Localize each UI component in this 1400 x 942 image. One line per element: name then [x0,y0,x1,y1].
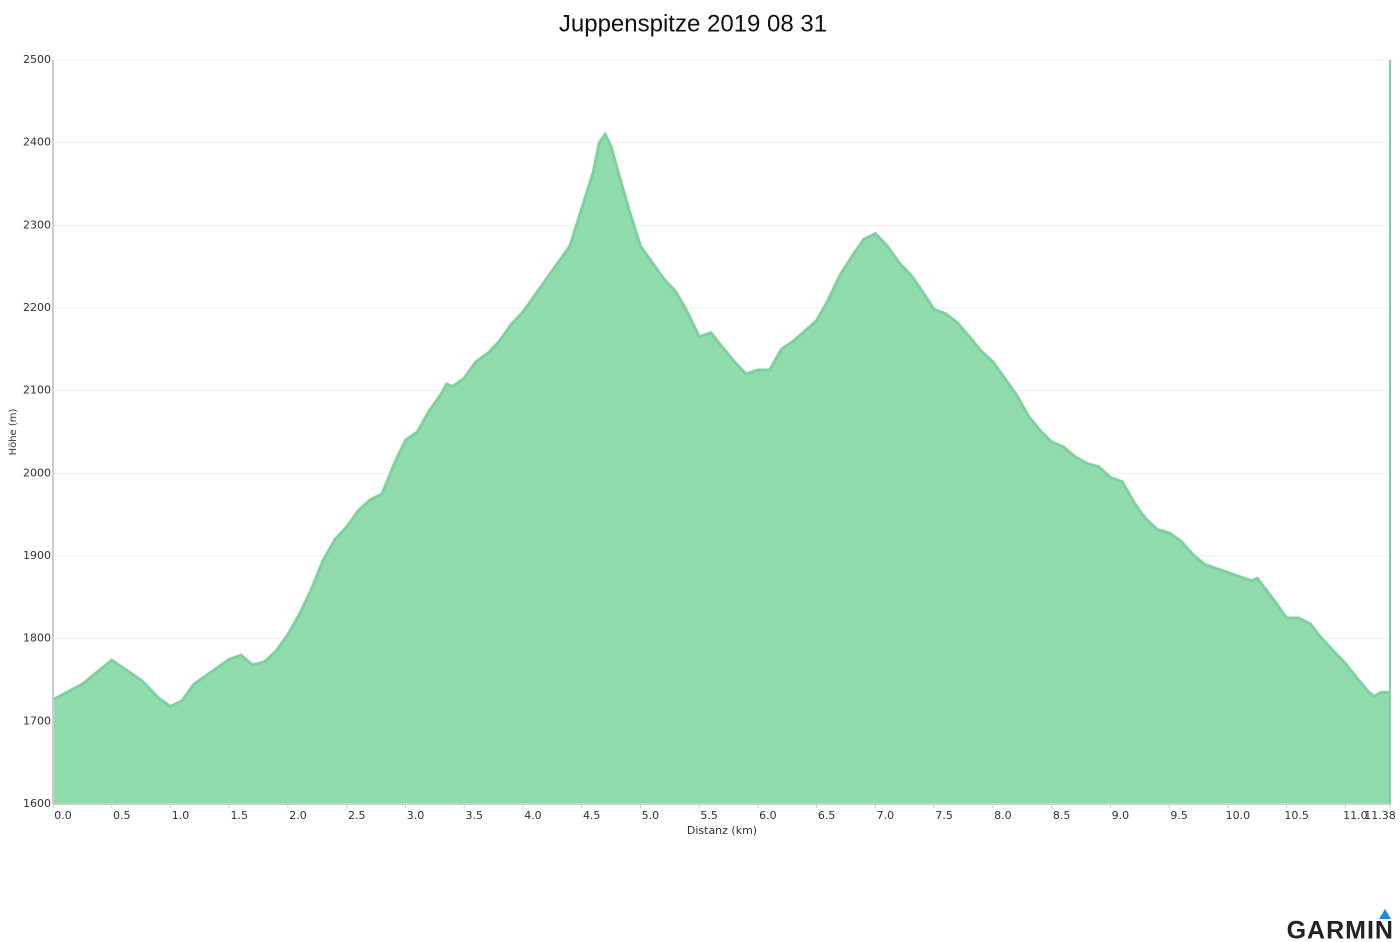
x-tick-label: 10.0 [1226,809,1251,822]
x-tick-label: 9.5 [1170,809,1188,822]
y-tick-label: 2300 [23,218,51,231]
y-tick-label: 1800 [23,632,51,645]
x-tick-label: 5.5 [700,809,718,822]
x-tick-label: 6.0 [759,809,777,822]
x-tick-label: 4.5 [583,809,601,822]
x-tick-label: 0.5 [113,809,131,822]
x-tick-label: 1.5 [230,809,248,822]
y-tick-label: 2000 [23,466,51,479]
brand-logo: GARMIN [1287,917,1394,942]
x-tick-label: 11.38 [1364,809,1396,822]
chart-title: Juppenspitze 2019 08 31 [559,10,827,37]
x-tick-label: 2.0 [289,809,307,822]
x-tick-label: 11.0 [1343,809,1368,822]
y-axis-title: Höhe (m) [8,408,19,455]
x-tick-label: 3.0 [407,809,425,822]
x-tick-label: 2.5 [348,809,366,822]
x-tick-label: 9.0 [1112,809,1130,822]
x-tick-label: 7.5 [935,809,953,822]
x-tick-label: 7.0 [877,809,895,822]
y-tick-label: 1900 [23,549,51,562]
area [53,134,1390,804]
y-tick-label: 2400 [23,136,51,149]
x-tick-label: 8.5 [1053,809,1071,822]
y-tick-label: 1600 [23,797,51,810]
x-tick-label: 1.0 [172,809,190,822]
y-tick-label: 2100 [23,384,51,397]
x-tick-label: 0.0 [54,809,72,822]
y-tick-label: 2500 [23,53,51,66]
x-tick-label: 5.0 [642,809,660,822]
x-tick-label: 4.0 [524,809,542,822]
y-tick-label: 1700 [23,714,51,727]
x-tick-label: 6.5 [818,809,836,822]
x-tick-label: 10.5 [1284,809,1309,822]
x-tick-label: 8.0 [994,809,1012,822]
x-axis-title: Distanz (km) [687,824,757,837]
x-tick-label: 3.5 [465,809,483,822]
line [52,131,1390,709]
y-tick-label: 2200 [23,301,51,314]
brand-icon [1379,909,1391,919]
